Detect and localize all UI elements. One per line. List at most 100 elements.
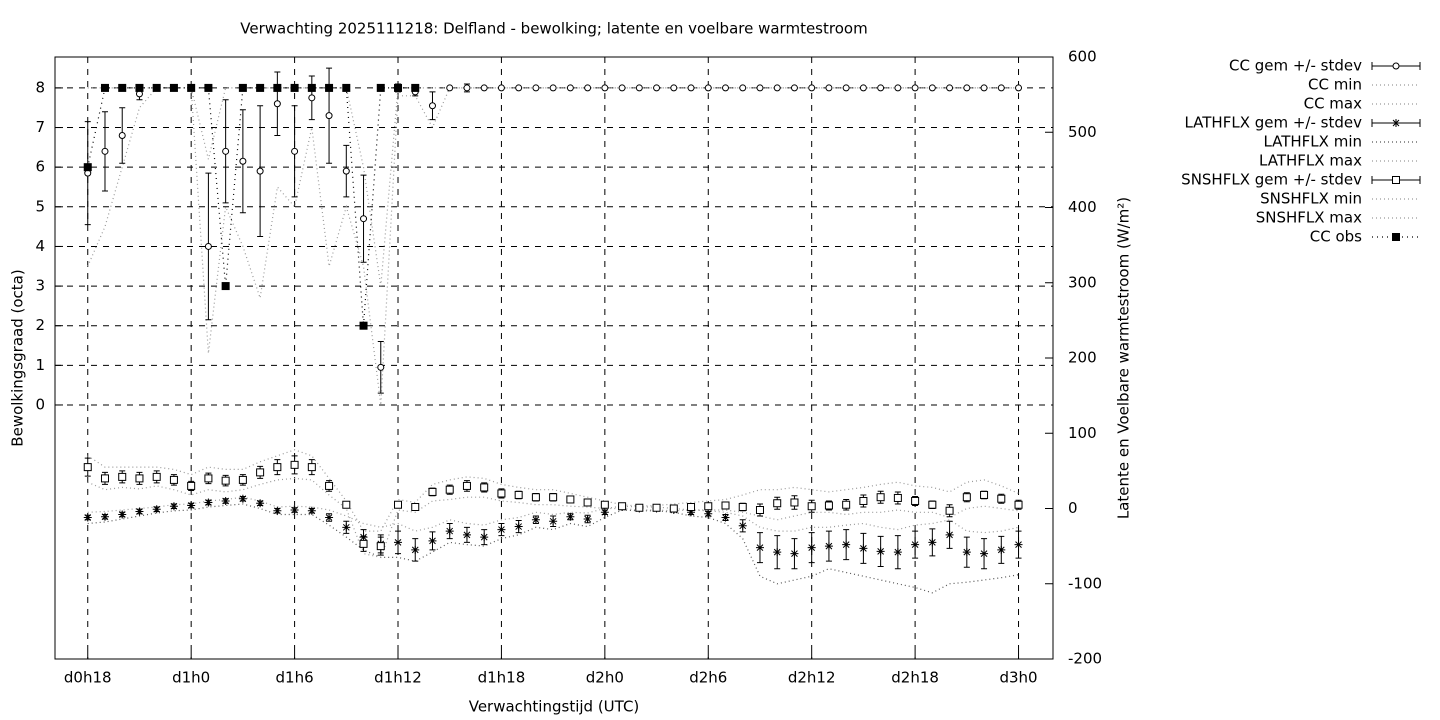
- error-point: [1015, 84, 1023, 92]
- error-point: [291, 105, 299, 198]
- point: [722, 84, 730, 92]
- point: [721, 513, 730, 522]
- point: [256, 83, 265, 92]
- error-point: [670, 84, 678, 92]
- error-point: [997, 84, 1005, 92]
- error-point: [359, 535, 368, 552]
- point: [118, 131, 126, 139]
- error-point: [704, 509, 713, 518]
- error-point: [118, 510, 127, 519]
- error-point: [859, 532, 868, 564]
- y2-tick-label: 100: [1068, 424, 1097, 442]
- point: [118, 83, 127, 92]
- point: [1392, 119, 1400, 127]
- point: [135, 83, 144, 92]
- error-point: [980, 490, 989, 500]
- point: [497, 525, 506, 534]
- error-point: [83, 513, 92, 522]
- point: [893, 493, 902, 502]
- legend-label: SNSHFLX min: [1260, 190, 1362, 208]
- error-point: [376, 536, 385, 556]
- error-point: [997, 493, 1006, 504]
- point: [204, 242, 212, 250]
- point: [273, 83, 282, 92]
- error-point: [377, 341, 385, 394]
- error-point: [308, 75, 316, 121]
- error-point: [773, 84, 781, 92]
- point: [290, 83, 299, 92]
- point: [428, 102, 436, 110]
- point: [704, 84, 712, 92]
- error-point: [497, 523, 506, 537]
- point: [704, 509, 713, 518]
- point: [360, 215, 368, 223]
- point: [428, 487, 437, 496]
- point: [83, 163, 92, 172]
- x-tick-label: d1h12: [374, 669, 422, 687]
- error-point: [446, 84, 454, 92]
- point: [980, 490, 989, 499]
- error-point: [549, 515, 558, 528]
- error-point: [876, 490, 885, 504]
- x-axis-label: Verwachtingstijd (UTC): [469, 698, 640, 716]
- error-point: [824, 530, 833, 562]
- x-tick-label: d1h0: [172, 669, 210, 687]
- y-tick-label: 2: [35, 316, 45, 334]
- point: [118, 472, 127, 481]
- error-point: [790, 495, 799, 510]
- point: [635, 503, 644, 512]
- error-point: [549, 84, 557, 92]
- y2-tick-label: 300: [1068, 273, 1097, 291]
- error-point: [773, 496, 782, 510]
- point: [273, 463, 282, 472]
- point: [997, 494, 1006, 503]
- point: [290, 460, 299, 469]
- point: [135, 507, 144, 516]
- error-point: [618, 84, 626, 92]
- error-point: [893, 491, 902, 505]
- point: [376, 542, 385, 551]
- error-point: [722, 84, 730, 92]
- point: [445, 485, 454, 494]
- error-point: [394, 500, 403, 509]
- error-point: [204, 472, 213, 485]
- series-line: [87, 87, 1019, 406]
- point: [101, 147, 109, 155]
- error-point: [739, 84, 747, 92]
- point: [118, 510, 127, 519]
- point: [152, 83, 161, 92]
- error-point: [290, 455, 299, 475]
- error-point: [980, 84, 988, 92]
- error-point: [963, 84, 971, 92]
- x-tick-label: d0h18: [64, 669, 112, 687]
- point: [877, 84, 885, 92]
- point: [238, 475, 247, 484]
- point: [291, 147, 299, 155]
- point: [221, 282, 230, 291]
- error-point: [221, 496, 230, 505]
- error-point: [411, 538, 420, 562]
- error-point: [239, 109, 247, 214]
- error-point: [152, 505, 161, 514]
- error-point: [808, 84, 816, 92]
- y2-tick-label: 600: [1068, 48, 1097, 66]
- point: [462, 530, 471, 539]
- point: [152, 472, 161, 481]
- y-tick-label: 7: [35, 118, 45, 136]
- point: [808, 84, 816, 92]
- error-point: [135, 507, 144, 516]
- error-point: [445, 484, 454, 495]
- error-point: [256, 499, 265, 508]
- error-point: [1014, 499, 1023, 510]
- error-point: [497, 84, 505, 92]
- point: [359, 539, 368, 548]
- point: [325, 481, 334, 490]
- point: [997, 84, 1005, 92]
- point: [222, 147, 230, 155]
- error-point: [825, 84, 833, 92]
- error-point: [428, 531, 437, 551]
- point: [687, 502, 696, 511]
- error-point: [342, 520, 351, 534]
- point: [807, 543, 816, 552]
- point: [307, 506, 316, 515]
